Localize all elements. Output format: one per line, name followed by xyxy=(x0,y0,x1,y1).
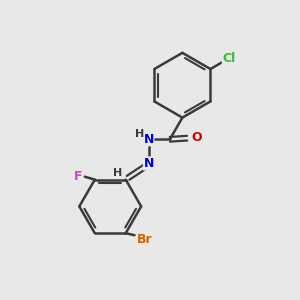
Text: H: H xyxy=(113,168,122,178)
Text: Cl: Cl xyxy=(222,52,236,64)
Text: F: F xyxy=(74,170,82,183)
Text: H: H xyxy=(135,129,144,139)
Text: O: O xyxy=(191,131,202,144)
Text: N: N xyxy=(143,133,154,146)
Text: Br: Br xyxy=(137,232,153,246)
Text: N: N xyxy=(143,157,154,170)
